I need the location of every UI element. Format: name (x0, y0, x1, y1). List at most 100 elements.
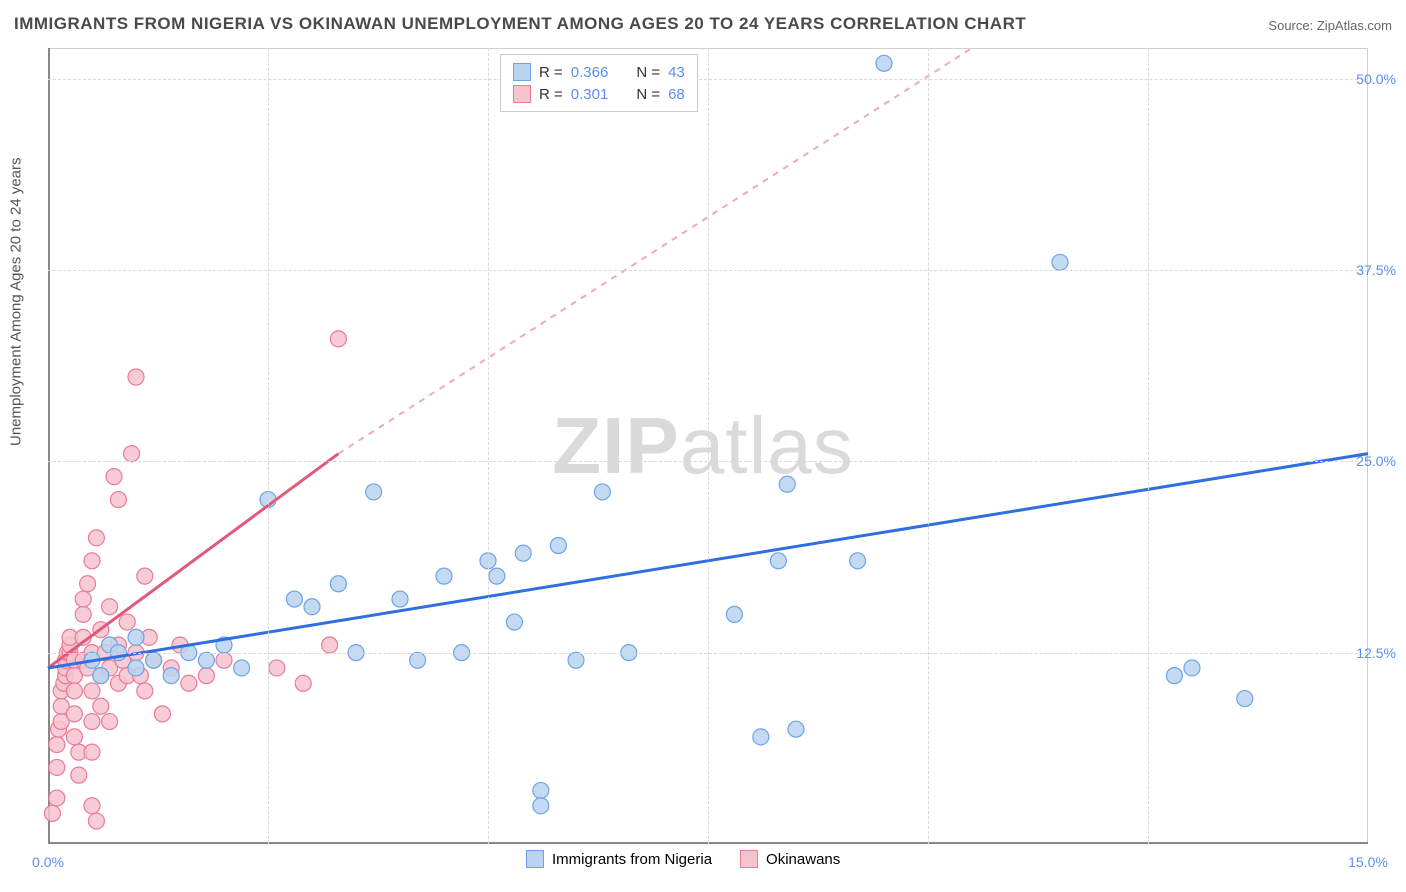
scatter-point (84, 714, 100, 730)
scatter-point (850, 553, 866, 569)
scatter-point (550, 538, 566, 554)
scatter-point (410, 652, 426, 668)
scatter-point (84, 744, 100, 760)
scatter-point (102, 714, 118, 730)
scatter-point (198, 668, 214, 684)
scatter-point (304, 599, 320, 615)
scatter-point (49, 737, 65, 753)
legend-correlation-row: R =0.366N =43 (513, 61, 685, 83)
y-tick-label: 12.5% (1356, 645, 1396, 661)
scatter-point (506, 614, 522, 630)
legend-r-label: R = (539, 64, 563, 81)
scatter-point (1166, 668, 1182, 684)
scatter-point (49, 759, 65, 775)
scatter-point (128, 369, 144, 385)
y-tick-label: 50.0% (1356, 71, 1396, 87)
scatter-point (366, 484, 382, 500)
chart-container: IMMIGRANTS FROM NIGERIA VS OKINAWAN UNEM… (0, 0, 1406, 892)
scatter-point (84, 798, 100, 814)
scatter-point (533, 798, 549, 814)
scatter-point (876, 55, 892, 71)
scatter-point (788, 721, 804, 737)
scatter-point (106, 469, 122, 485)
legend-swatch (513, 63, 531, 81)
x-tick-label: 15.0% (1348, 854, 1388, 870)
scatter-point (330, 576, 346, 592)
scatter-point (66, 706, 82, 722)
scatter-point (88, 530, 104, 546)
source-attribution: Source: ZipAtlas.com (1268, 18, 1392, 33)
scatter-point (436, 568, 452, 584)
scatter-point (1184, 660, 1200, 676)
scatter-point (154, 706, 170, 722)
scatter-point (75, 591, 91, 607)
y-axis-title: Unemployment Among Ages 20 to 24 years (8, 157, 25, 446)
y-tick-label: 25.0% (1356, 453, 1396, 469)
x-tick-label: 0.0% (32, 854, 64, 870)
scatter-point (322, 637, 338, 653)
legend-swatch (513, 85, 531, 103)
scatter-point (93, 698, 109, 714)
scatter-point (234, 660, 250, 676)
legend-n-label: N = (636, 64, 660, 81)
scatter-point (137, 683, 153, 699)
scatter-point (128, 660, 144, 676)
scatter-point (66, 683, 82, 699)
chart-title: IMMIGRANTS FROM NIGERIA VS OKINAWAN UNEM… (14, 14, 1026, 34)
scatter-point (533, 782, 549, 798)
source-label: Source: (1268, 18, 1313, 33)
legend-series-item: Immigrants from Nigeria (526, 850, 712, 868)
legend-n-label: N = (636, 86, 660, 103)
scatter-point (102, 599, 118, 615)
scatter-point (594, 484, 610, 500)
legend-r-value: 0.301 (571, 86, 609, 103)
scatter-point (779, 476, 795, 492)
scatter-point (128, 629, 144, 645)
scatter-point (269, 660, 285, 676)
scatter-point (216, 652, 232, 668)
scatter-point (726, 606, 742, 622)
gridline-vertical (708, 48, 709, 844)
scatter-point (489, 568, 505, 584)
scatter-point (1052, 254, 1068, 270)
legend-swatch (740, 850, 758, 868)
scatter-point (515, 545, 531, 561)
legend-series-label: Okinawans (766, 851, 840, 868)
scatter-point (88, 813, 104, 829)
scatter-point (119, 614, 135, 630)
scatter-point (568, 652, 584, 668)
scatter-point (66, 729, 82, 745)
scatter-point (198, 652, 214, 668)
scatter-point (93, 668, 109, 684)
source-value: ZipAtlas.com (1317, 18, 1392, 33)
legend-series: Immigrants from Nigeria Okinawans (520, 848, 846, 870)
scatter-point (286, 591, 302, 607)
legend-n-value: 43 (668, 64, 685, 81)
gridline-vertical (488, 48, 489, 844)
scatter-point (295, 675, 311, 691)
legend-series-label: Immigrants from Nigeria (552, 851, 712, 868)
y-tick-label: 37.5% (1356, 262, 1396, 278)
scatter-point (84, 683, 100, 699)
legend-swatch (526, 850, 544, 868)
scatter-point (80, 576, 96, 592)
scatter-point (84, 553, 100, 569)
legend-r-label: R = (539, 86, 563, 103)
gridline-vertical (268, 48, 269, 844)
scatter-point (124, 446, 140, 462)
scatter-point (163, 668, 179, 684)
scatter-point (49, 790, 65, 806)
scatter-point (110, 492, 126, 508)
scatter-point (181, 675, 197, 691)
scatter-point (44, 805, 60, 821)
scatter-point (330, 331, 346, 347)
scatter-point (75, 606, 91, 622)
gridline-vertical (1148, 48, 1149, 844)
gridline-vertical (928, 48, 929, 844)
legend-n-value: 68 (668, 86, 685, 103)
scatter-point (753, 729, 769, 745)
legend-series-item: Okinawans (740, 850, 840, 868)
scatter-point (1237, 691, 1253, 707)
scatter-point (146, 652, 162, 668)
scatter-point (71, 767, 87, 783)
